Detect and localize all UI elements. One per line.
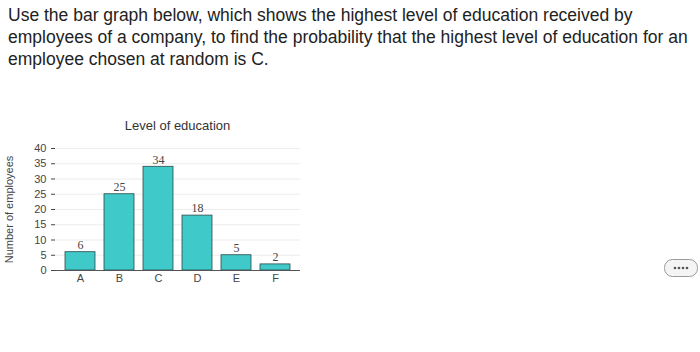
- svg-text:20: 20: [34, 203, 46, 215]
- svg-text:25: 25: [114, 180, 126, 194]
- svg-text:B: B: [116, 272, 123, 284]
- svg-text:D: D: [194, 272, 202, 284]
- svg-text:25: 25: [34, 188, 46, 200]
- svg-text:Number of employees: Number of employees: [3, 155, 15, 263]
- svg-text:18: 18: [192, 201, 204, 215]
- svg-text:0: 0: [40, 264, 46, 276]
- svg-text:10: 10: [34, 234, 46, 246]
- svg-text:35: 35: [34, 157, 46, 169]
- svg-text:40: 40: [34, 142, 46, 154]
- svg-text:2: 2: [273, 250, 279, 264]
- svg-text:E: E: [233, 272, 240, 284]
- html-text:Level of education: Level of education: [124, 118, 231, 133]
- html-text:Use the bar graph below, which: Use the bar graph below, which shows the…: [8, 5, 688, 69]
- svg-text:A: A: [77, 272, 85, 284]
- svg-text:30: 30: [34, 173, 46, 185]
- svg-text:5: 5: [234, 241, 240, 255]
- svg-text:5: 5: [40, 249, 46, 261]
- svg-text:15: 15: [34, 218, 46, 230]
- svg-text:F: F: [272, 272, 279, 284]
- svg-text:34: 34: [153, 153, 165, 167]
- svg-text:6: 6: [78, 238, 84, 252]
- svg-text:C: C: [155, 272, 163, 284]
